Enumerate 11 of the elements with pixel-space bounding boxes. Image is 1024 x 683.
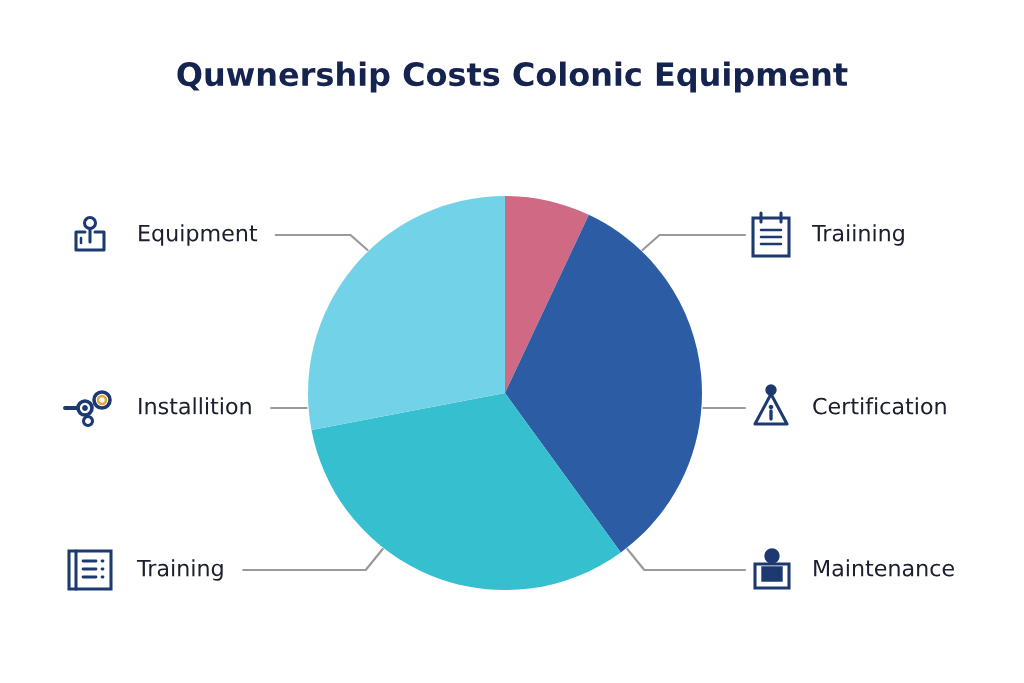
pie-slice [505,196,589,393]
pie-slice [308,196,505,430]
text: Training [136,559,223,581]
pie-slice [311,393,621,590]
chart-title: Quwnership Costs Colonic Equipment [177,61,848,93]
text: Maintenance [814,559,954,577]
pie-slice [505,214,702,553]
text: Equipment [139,224,258,246]
text: Traiining [811,224,904,246]
text: Installition [139,397,251,415]
text: Certification [813,397,946,415]
